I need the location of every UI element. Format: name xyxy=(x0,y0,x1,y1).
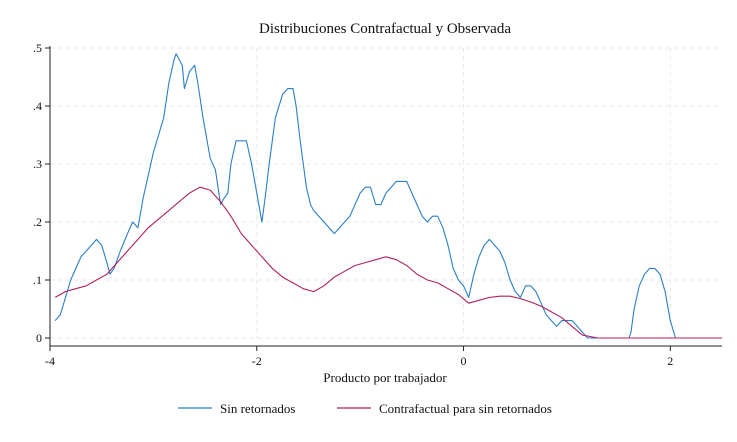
y-tick-label: .1 xyxy=(33,273,42,287)
grid-layer xyxy=(49,47,722,339)
axes-layer xyxy=(49,46,722,347)
legend-label-2: Contrafactual para sin retornados xyxy=(379,401,552,416)
x-tick-label: -2 xyxy=(252,354,262,368)
series-layer xyxy=(54,53,722,339)
y-tick-label: 0 xyxy=(36,331,42,345)
y-tick-label: .3 xyxy=(33,157,42,171)
x-axis-title: Producto por trabajador xyxy=(323,370,447,385)
chart-title: Distribuciones Contrafactual y Observada xyxy=(259,21,511,37)
x-tick-label: 0 xyxy=(461,354,467,368)
y-tick-label: .2 xyxy=(33,215,42,229)
y-tick-label: .5 xyxy=(33,41,42,55)
legend-label-1: Sin retornados xyxy=(220,401,295,416)
x-tick-label: -4 xyxy=(45,354,55,368)
series-line-1 xyxy=(54,53,722,339)
series-line-2 xyxy=(54,186,722,339)
legend: Sin retornados Contrafactual para sin ret… xyxy=(178,401,552,416)
ticks-layer: 0 .1 .2 .3 .4 .5 -4 -2 0 2 xyxy=(33,41,673,368)
y-tick-label: .4 xyxy=(33,99,42,113)
x-tick-label: 2 xyxy=(667,354,673,368)
